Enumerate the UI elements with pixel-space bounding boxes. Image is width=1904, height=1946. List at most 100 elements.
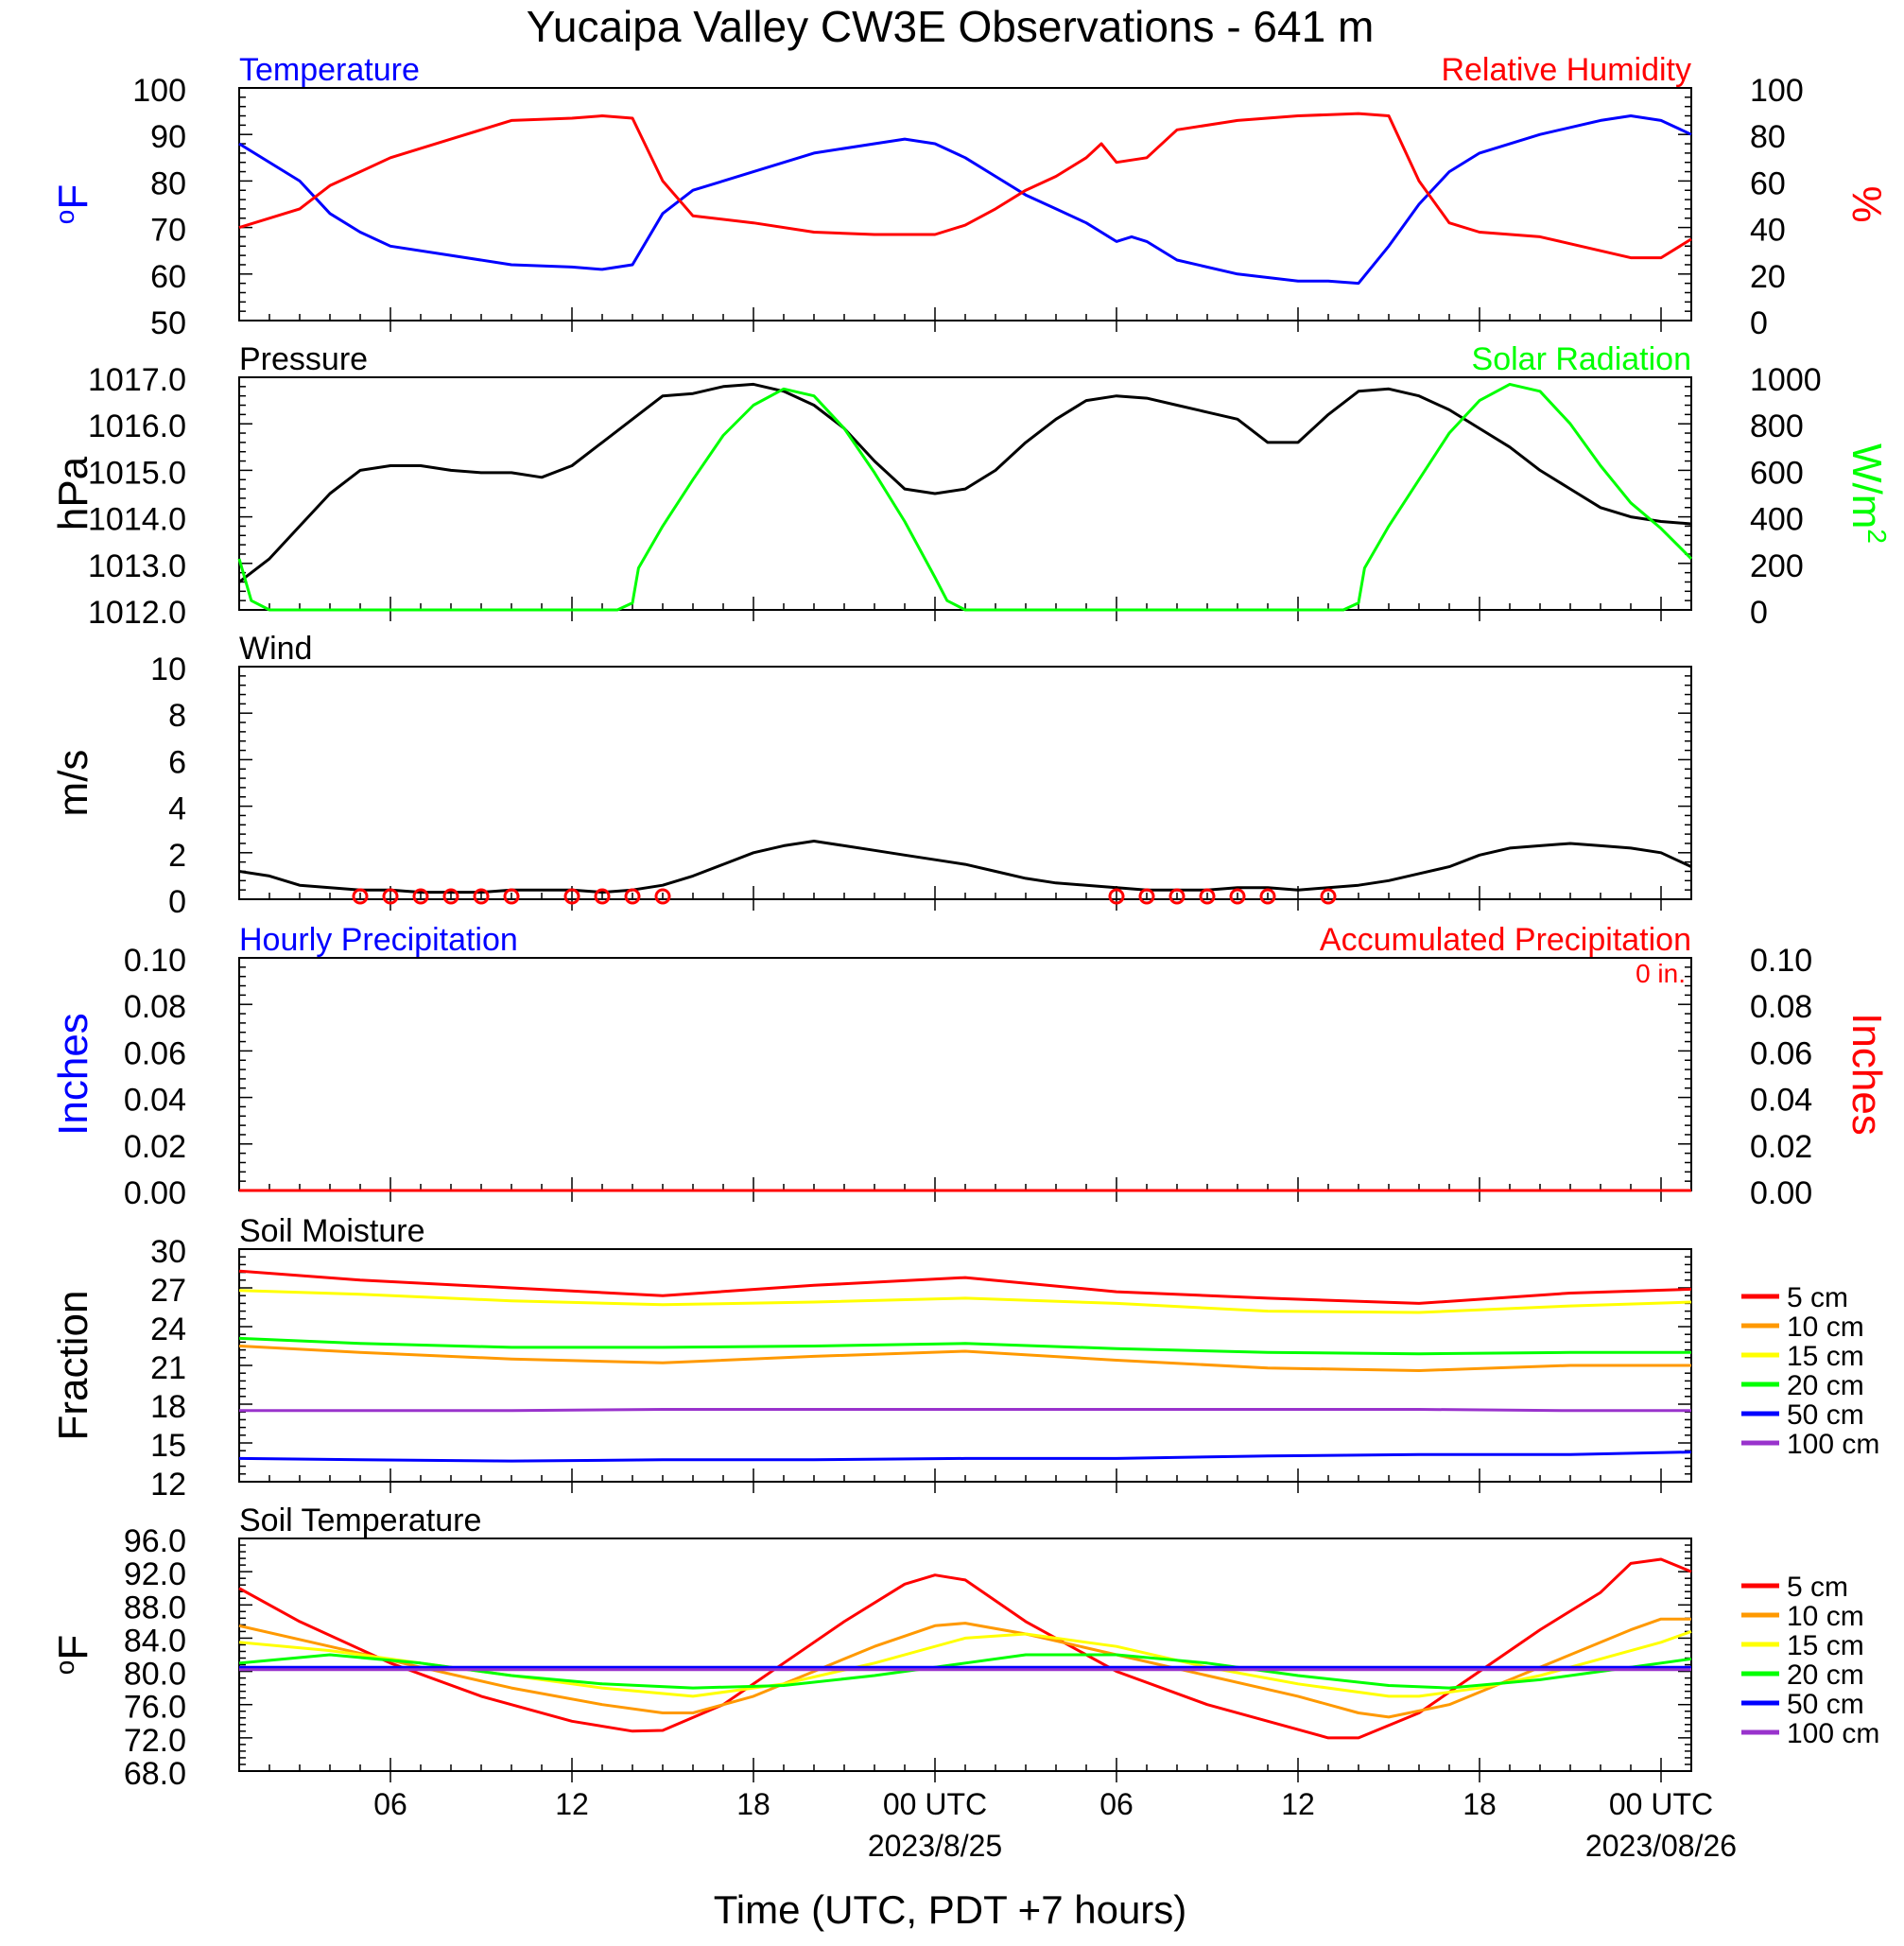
calm-wind-marker (412, 888, 429, 905)
panel-title-left: Hourly Precipitation (239, 922, 518, 958)
calm-wind-marker (1320, 888, 1337, 905)
y-tick-label-right: 1000 (1750, 362, 1822, 398)
calm-wind-marker (1229, 888, 1246, 905)
series-line-1 (237, 382, 1693, 612)
legend-label: 5 cm (1787, 1282, 1848, 1313)
series-line-0 (238, 382, 1692, 583)
y-tick-label-left: 0.06 (124, 1035, 186, 1071)
legend-label: 100 cm (1787, 1718, 1879, 1749)
legend-label: 20 cm (1787, 1659, 1864, 1691)
x-tick-date-label: 2023/8/25 (868, 1829, 1002, 1863)
figure-title: Yucaipa Valley CW3E Observations - 641 m (527, 2, 1375, 51)
x-axis: 06 12 18 00 UTC 2023/8/25 06 12 18 00 UTC 2023/08… (373, 1787, 1737, 1863)
series-line-10-cm (238, 1345, 1691, 1372)
y-tick-label-left: 1014.0 (88, 502, 186, 538)
y-tick-label-left: 27 (150, 1273, 186, 1309)
calm-wind-marker (1168, 888, 1186, 905)
panel-title-left: Pressure (239, 341, 368, 377)
y-tick-label-left: 100 (132, 73, 186, 109)
legend-label: 5 cm (1787, 1572, 1848, 1603)
panel-soil_temp: 96.092.088.084.080.076.072.068.0 Soil Tem… (50, 1503, 1879, 1792)
calm-wind-marker (1138, 888, 1155, 905)
y-tick-label-left: 30 (150, 1234, 186, 1270)
series-line-15-cm (238, 1289, 1692, 1314)
legend-label: 15 cm (1787, 1341, 1864, 1372)
y-axis-label-left: Fraction (50, 1291, 96, 1441)
y-tick-label-left: 90 (150, 119, 186, 155)
x-tick-label: 00 UTC (1609, 1787, 1713, 1821)
series-line-5-cm (238, 1557, 1692, 1740)
panel-title-left: Temperature (239, 52, 420, 88)
legend-label: 100 cm (1787, 1429, 1879, 1460)
panel-title-left: Wind (239, 631, 312, 667)
panel-title-left: Soil Moisture (239, 1213, 425, 1249)
y-tick-label-right: 400 (1750, 502, 1804, 538)
y-tick-label-right: 0.08 (1750, 989, 1812, 1025)
y-tick-label-left: 1013.0 (88, 548, 186, 584)
y-tick-label-left: 10 (150, 652, 186, 687)
y-axis-label-left: m/s (50, 750, 96, 817)
y-tick-label-left: 0.10 (124, 943, 186, 979)
y-tick-label-left: 50 (150, 305, 186, 341)
calm-wind-marker (594, 888, 611, 905)
y-tick-label-left: 0.04 (124, 1083, 186, 1119)
series-line-20-cm (238, 1653, 1692, 1690)
y-axis-label-right: % (1843, 185, 1890, 222)
x-tick-label: 18 (1463, 1787, 1497, 1821)
y-tick-label-left: 0.02 (124, 1129, 186, 1165)
x-tick-date-label: 2023/08/26 (1585, 1829, 1737, 1863)
y-tick-label-left: 0.08 (124, 989, 186, 1025)
panel-title-right: Relative Humidity (1441, 52, 1691, 88)
series-line-1 (238, 112, 1692, 260)
y-tick-label-left: 70 (150, 213, 186, 249)
calm-wind-marker (442, 888, 459, 905)
y-axis-label-left: oF (50, 1635, 96, 1675)
y-tick-label-right: 200 (1750, 548, 1804, 584)
calm-wind-marker (624, 888, 641, 905)
series-line-0 (238, 840, 1692, 895)
series-line-50-cm (238, 1451, 1692, 1463)
y-tick-label-right: 80 (1750, 119, 1786, 155)
series-line-10-cm (238, 1617, 1691, 1719)
plot-frame (238, 376, 1692, 611)
y-tick-label-left: 4 (168, 791, 186, 827)
legend-label: 10 cm (1787, 1601, 1864, 1632)
plot-frame (238, 957, 1692, 1191)
y-tick-label-right: 100 (1750, 73, 1804, 109)
y-tick-label-left: 1017.0 (88, 362, 186, 398)
x-tick-label: 06 (1099, 1787, 1134, 1821)
legend-label: 15 cm (1787, 1630, 1864, 1661)
y-tick-label-left: 72.0 (124, 1723, 186, 1759)
calm-wind-marker (473, 888, 490, 905)
y-tick-label-right: 0.10 (1750, 943, 1812, 979)
y-tick-label-left: 84.0 (124, 1623, 186, 1659)
y-tick-label-right: 60 (1750, 165, 1786, 201)
y-tick-label-right: 0.04 (1750, 1083, 1812, 1119)
y-tick-label-right: 0 (1750, 595, 1768, 631)
panel-temp_rh: 100 90 80 70 60 50 100 80 60 40 20 0 Temperature Rela… (50, 52, 1890, 341)
series-line-5-cm (238, 1269, 1692, 1305)
y-axis-label-right: Inches (1843, 1013, 1890, 1136)
legend-label: 20 cm (1787, 1370, 1864, 1401)
panel-title-right: Solar Radiation (1472, 341, 1691, 377)
y-tick-label-right: 0 (1750, 305, 1768, 341)
calm-wind-marker (352, 888, 369, 905)
panel-title-left: Soil Temperature (239, 1503, 481, 1538)
y-tick-label-left: 80 (150, 165, 186, 201)
y-tick-label-left: 1015.0 (88, 455, 186, 491)
y-axis-label-right: W/m2 (1843, 443, 1892, 544)
calm-wind-marker (382, 888, 399, 905)
y-tick-label-right: 20 (1750, 259, 1786, 295)
y-tick-label-left: 80.0 (124, 1657, 186, 1693)
y-tick-label-left: 1016.0 (88, 408, 186, 444)
y-tick-label-left: 1012.0 (88, 595, 186, 631)
y-tick-label-right: 0.02 (1750, 1129, 1812, 1165)
panel-wind: 10 8 6 4 2 0 Wind m/s (50, 631, 1692, 920)
x-tick-label: 18 (736, 1787, 770, 1821)
y-tick-label-left: 60 (150, 259, 186, 295)
y-axis-label-left: oF (50, 184, 96, 224)
y-tick-label-right: 40 (1750, 213, 1786, 249)
y-tick-label-left: 18 (150, 1389, 186, 1425)
